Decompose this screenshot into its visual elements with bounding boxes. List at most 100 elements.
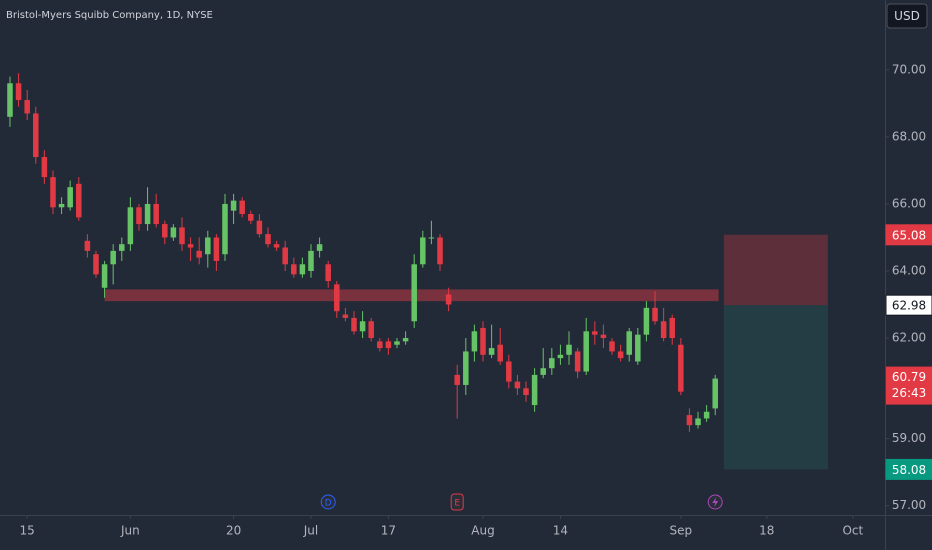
x-tick-label: Jul [303,524,318,538]
candle-body [695,418,701,426]
candle-body [488,348,495,355]
candle-body [523,388,529,396]
candle-body [119,244,125,251]
currency-button[interactable] [886,3,928,29]
price-badge-label: 65.08 [892,228,926,242]
y-tick-label: 62.00 [892,331,926,345]
candle-body [531,374,538,406]
candle-body [162,224,168,238]
candle-body [385,341,392,349]
y-tick-label: 68.00 [892,129,926,143]
candle-body [316,244,323,251]
countdown-label: 26:43 [892,386,927,400]
candle-body [308,250,314,271]
candle-body [686,415,693,426]
candle-body [76,183,82,218]
price-badge [885,458,932,480]
y-tick-label: 59.00 [892,431,926,445]
candle-body [377,341,383,349]
candle-body [480,327,486,355]
candle-body [643,307,650,335]
candle-body [248,214,254,221]
price-badge-label: 62.98 [892,299,926,313]
candle-body [678,344,684,392]
event-label: E [454,499,460,509]
candle-body [84,240,91,251]
candle-body [626,331,632,355]
candle-body [33,113,39,158]
candle-body [368,321,374,339]
candle-body [652,307,658,322]
candle-body [93,254,99,275]
candle-body [101,264,108,288]
y-tick-label: 70.00 [892,62,926,76]
candle-body [7,83,13,117]
x-tick-label: Oct [842,524,863,538]
candle-body [222,203,228,255]
event-icon [712,497,719,507]
candle-body [291,264,297,275]
candle-body [230,200,237,211]
candle-body [635,334,641,362]
candle-body [514,381,521,389]
x-tick-label: Aug [471,524,494,538]
price-badge [885,224,932,246]
candle-body [179,227,185,245]
candle-body [239,200,245,215]
candle-body [136,207,142,225]
candle-body [566,344,572,355]
stop-zone [723,234,828,306]
y-tick-label: 57.00 [892,498,926,512]
candle-body [712,378,718,409]
candle-body [334,284,340,312]
x-tick-label: Sep [670,524,693,538]
candle-body [359,321,366,332]
candle-body [127,207,134,245]
candle-body [24,100,30,114]
x-tick-label: 18 [759,524,774,538]
candle-body [170,227,177,238]
candle-body [153,203,159,225]
x-tick-label: 17 [381,524,396,538]
candle-body [549,358,555,369]
candle-body [669,317,675,339]
candle-body [497,344,503,362]
candle-body [600,334,607,339]
candle-body [394,341,400,345]
event-label: D [325,499,332,509]
candle-body [471,331,478,352]
candle-body [703,411,710,419]
candle-body [67,187,73,208]
candle-body [144,203,151,225]
candle-body [428,237,435,239]
candle-body [463,351,469,385]
candle-body [41,157,48,178]
candle-body [15,83,22,101]
candle-body [256,220,263,235]
candle-body [213,237,220,261]
candle-body [506,361,512,382]
y-tick-label: 66.00 [892,196,926,210]
candle-body [420,237,426,265]
candle-body [187,244,194,248]
candle-body [660,321,667,339]
candle-body [454,374,460,385]
candle-body [583,331,589,372]
x-tick-label: 15 [20,524,35,538]
candle-body [540,368,546,375]
candle-body [273,244,280,248]
candle-body [592,331,598,335]
candle-body [609,341,615,352]
candle-body [50,177,56,208]
x-tick-label: Jun [120,524,140,538]
candle-body [282,247,288,265]
candle-body [445,294,452,305]
price-badge [885,294,932,316]
currency-label[interactable]: USD [894,9,920,23]
candle-body [351,317,357,332]
event-marker[interactable] [320,494,336,510]
event-marker[interactable] [450,493,464,511]
